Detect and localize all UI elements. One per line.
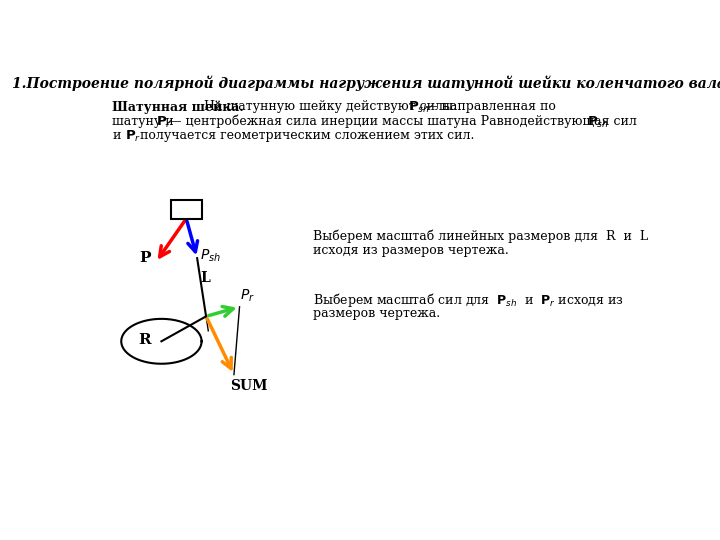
Text: Выберем масштаб линейных размеров для  R  и  L: Выберем масштаб линейных размеров для R … xyxy=(313,229,648,242)
Text: SUM: SUM xyxy=(230,379,268,393)
Text: шатуну и: шатуну и xyxy=(112,114,174,127)
Text: $P_r$: $P_r$ xyxy=(240,287,254,304)
Text: $\mathbf{P}_{sh}$: $\mathbf{P}_{sh}$ xyxy=(408,100,430,115)
Text: получается геометрическим сложением этих сил.: получается геометрическим сложением этих… xyxy=(140,129,474,142)
Text: P: P xyxy=(139,251,150,265)
Text: — направленная по: — направленная по xyxy=(425,100,556,113)
Text: $\mathbf{P}_{r}$: $\mathbf{P}_{r}$ xyxy=(156,114,172,130)
Text: На шатунную шейку действуют силы:: На шатунную шейку действуют силы: xyxy=(204,100,457,113)
Text: Шатунная шейка.: Шатунная шейка. xyxy=(112,100,244,113)
Text: R: R xyxy=(138,333,151,347)
Text: и: и xyxy=(112,129,121,142)
Text: $\mathbf{P}_{r}$: $\mathbf{P}_{r}$ xyxy=(125,129,140,144)
Text: L: L xyxy=(200,271,210,285)
Text: 1.Построение полярной диаграммы нагружения шатунной шейки коленчатого вала: 1.Построение полярной диаграммы нагружен… xyxy=(12,75,720,91)
Text: Выберем масштаб сил для  $\mathbf{P}_{sh}$  и  $\mathbf{P}_{r}$ исходя из: Выберем масштаб сил для $\mathbf{P}_{sh}… xyxy=(313,292,624,309)
Bar xyxy=(171,200,202,219)
Text: исходя из размеров чертежа.: исходя из размеров чертежа. xyxy=(313,244,509,256)
Text: $\mathbf{P}_{sh}$: $\mathbf{P}_{sh}$ xyxy=(587,114,608,130)
Text: размеров чертежа.: размеров чертежа. xyxy=(313,307,441,320)
Text: — центробежная сила инерции массы шатуна Равнодействующая сил: — центробежная сила инерции массы шатуна… xyxy=(169,114,637,128)
Text: $P_{sh}$: $P_{sh}$ xyxy=(200,248,222,264)
